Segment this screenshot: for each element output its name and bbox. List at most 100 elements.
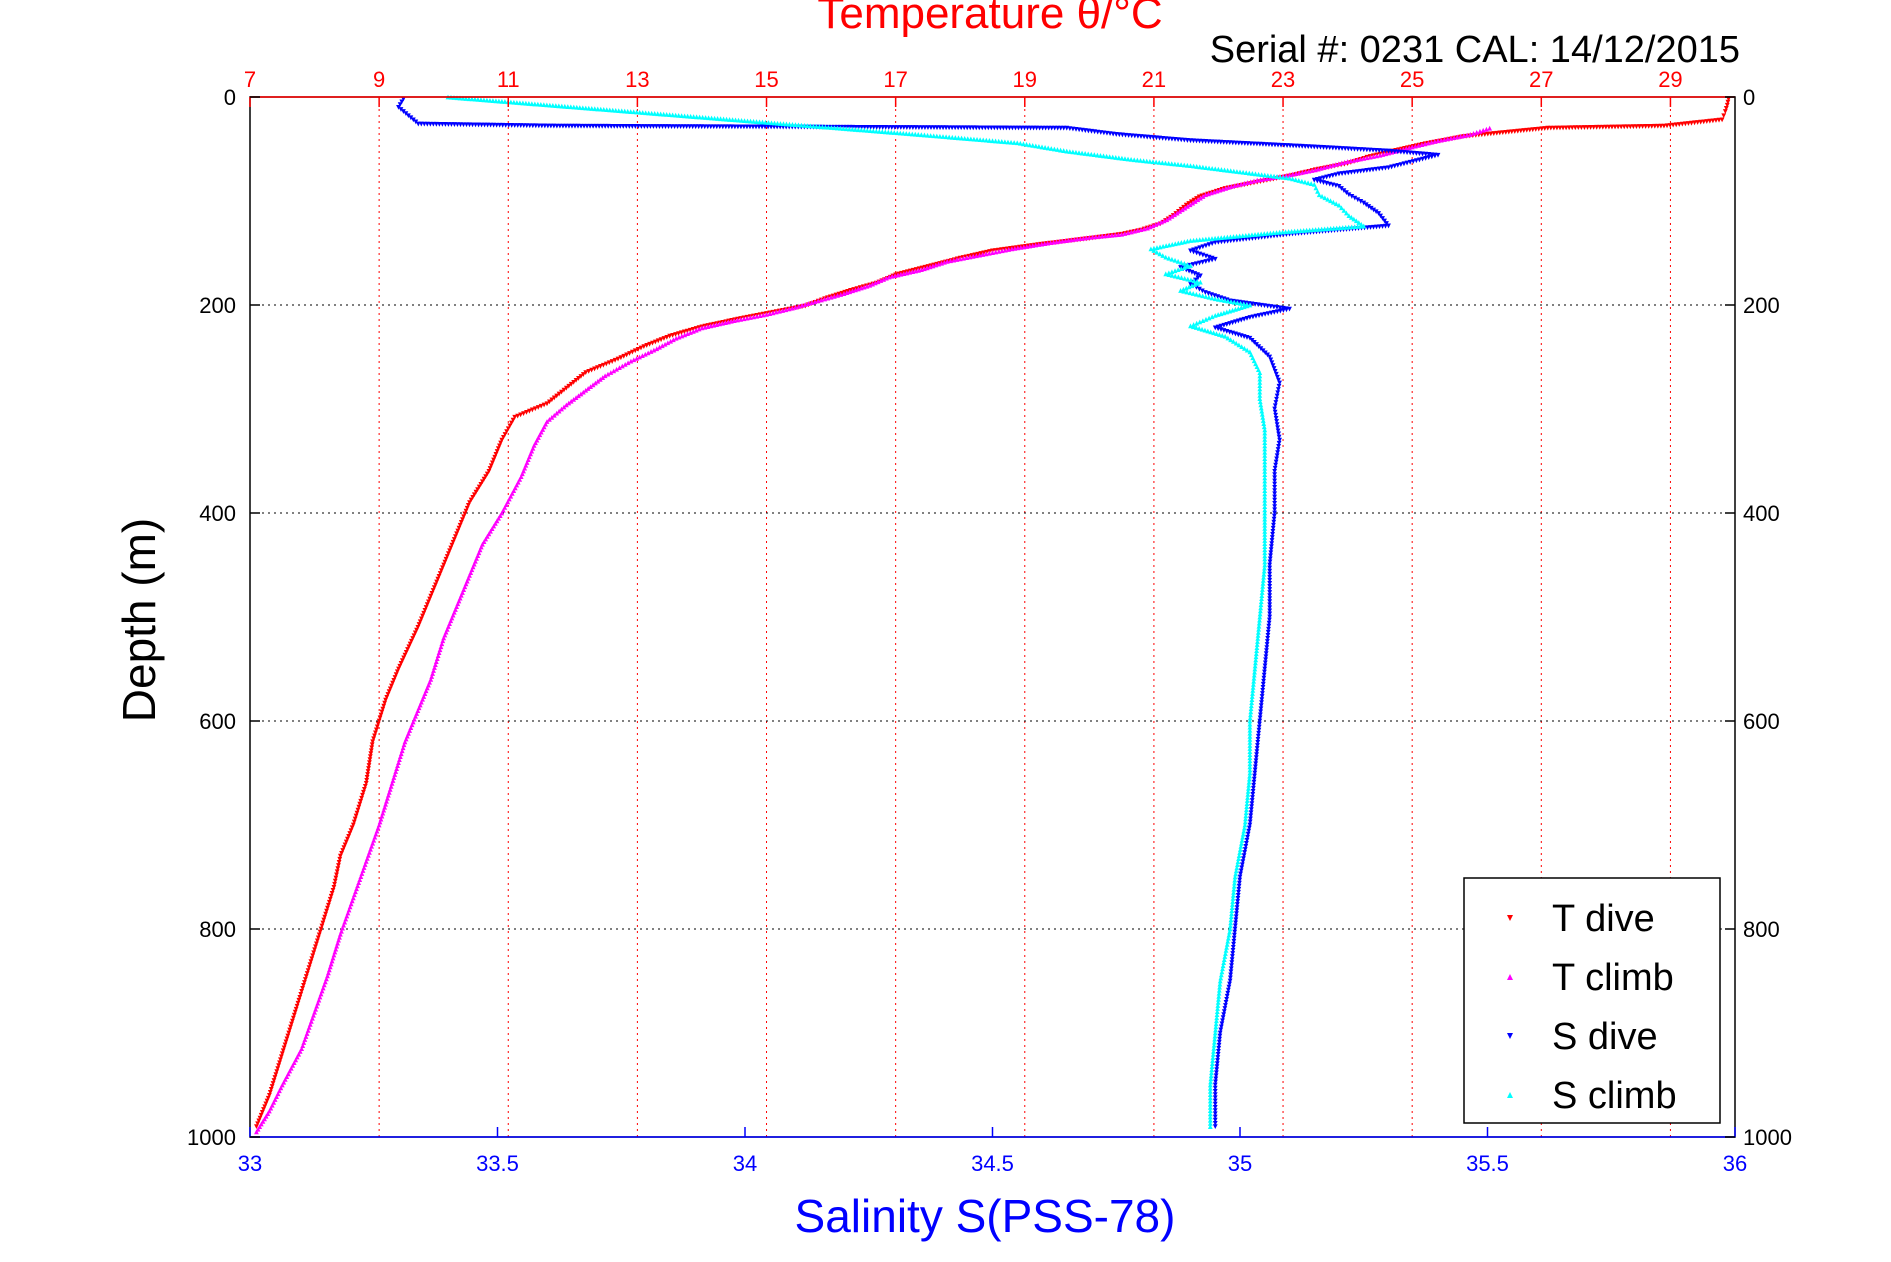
data-point xyxy=(1212,1082,1218,1088)
data-point xyxy=(1252,767,1258,773)
data-point xyxy=(919,125,925,131)
data-point xyxy=(725,319,731,325)
data-point xyxy=(1594,124,1600,130)
data-point xyxy=(735,317,740,323)
data-point xyxy=(1206,294,1212,300)
data-point xyxy=(1216,1045,1222,1051)
data-point xyxy=(286,1030,292,1036)
data-point xyxy=(943,125,949,131)
data-point xyxy=(735,124,741,130)
data-point xyxy=(600,362,606,368)
data-point xyxy=(1236,342,1242,348)
data-point xyxy=(1235,859,1241,865)
data-point xyxy=(398,107,404,112)
data-point xyxy=(371,736,376,742)
data-point xyxy=(580,105,586,111)
data-point xyxy=(1247,746,1253,751)
data-point xyxy=(551,412,557,418)
data-point xyxy=(1207,1114,1213,1120)
data-point xyxy=(593,123,599,129)
data-point xyxy=(1207,1098,1213,1104)
salinity-tick-label: 35 xyxy=(1228,1151,1252,1176)
data-point xyxy=(340,848,346,853)
data-point xyxy=(1238,305,1244,310)
data-point xyxy=(768,124,774,130)
data-point xyxy=(367,760,372,765)
data-point xyxy=(1043,125,1049,131)
data-point xyxy=(1255,639,1260,644)
data-point xyxy=(592,366,597,372)
data-point xyxy=(796,122,801,128)
data-point xyxy=(1179,275,1184,280)
data-point xyxy=(1260,414,1266,420)
data-point xyxy=(1169,241,1175,247)
data-point xyxy=(1348,158,1354,164)
data-point xyxy=(715,116,720,121)
data-point xyxy=(1031,125,1036,131)
data-point xyxy=(916,125,922,130)
data-point xyxy=(1011,140,1017,145)
data-point xyxy=(1311,181,1317,187)
data-point xyxy=(436,573,442,579)
data-point xyxy=(538,101,544,107)
data-point xyxy=(766,120,771,125)
data-point xyxy=(1380,152,1386,157)
data-point xyxy=(977,137,983,143)
data-point xyxy=(1017,140,1023,146)
data-point xyxy=(1203,294,1209,299)
data-point xyxy=(1341,188,1347,193)
data-point xyxy=(451,537,457,542)
data-point xyxy=(1060,238,1065,244)
data-point xyxy=(430,588,436,593)
data-point xyxy=(1257,617,1262,623)
data-point xyxy=(1039,144,1045,150)
data-point xyxy=(1243,810,1249,816)
data-point xyxy=(1257,379,1263,385)
data-point xyxy=(1276,444,1282,449)
data-point xyxy=(1259,596,1264,602)
data-point xyxy=(1233,868,1239,874)
data-point xyxy=(299,989,305,994)
data-point xyxy=(1247,743,1253,748)
data-point xyxy=(1236,856,1241,862)
data-point xyxy=(1597,124,1603,130)
data-point xyxy=(1612,124,1618,130)
data-point xyxy=(964,255,970,260)
data-point xyxy=(1236,853,1242,858)
data-point xyxy=(1262,556,1268,562)
data-point xyxy=(387,686,393,692)
data-point xyxy=(711,124,717,130)
data-point xyxy=(1234,902,1240,907)
data-point xyxy=(290,1015,296,1021)
data-point xyxy=(1256,727,1262,733)
data-point xyxy=(1257,715,1263,721)
data-point xyxy=(1273,400,1279,405)
data-point xyxy=(642,351,648,357)
y-axis-label: Depth (m) xyxy=(113,518,165,722)
data-point xyxy=(731,318,737,323)
data-point xyxy=(796,303,802,309)
data-point xyxy=(1200,236,1206,242)
data-point xyxy=(616,108,622,113)
data-point xyxy=(1215,1006,1220,1011)
data-point xyxy=(1212,1108,1218,1113)
data-point xyxy=(954,257,960,262)
data-point xyxy=(1301,228,1307,233)
data-point xyxy=(637,354,642,360)
data-point xyxy=(1259,172,1265,178)
data-point xyxy=(662,341,668,347)
data-point xyxy=(1340,225,1346,230)
data-point xyxy=(888,129,894,135)
data-point xyxy=(1419,142,1425,147)
data-point xyxy=(1274,396,1279,402)
data-point xyxy=(1275,428,1281,434)
data-point xyxy=(1247,755,1253,761)
data-point xyxy=(1346,213,1352,218)
data-point xyxy=(1055,147,1060,152)
data-point xyxy=(1258,605,1264,611)
data-point xyxy=(1217,978,1223,984)
data-point xyxy=(1630,124,1636,130)
data-point xyxy=(1231,889,1236,895)
data-point xyxy=(729,124,735,130)
